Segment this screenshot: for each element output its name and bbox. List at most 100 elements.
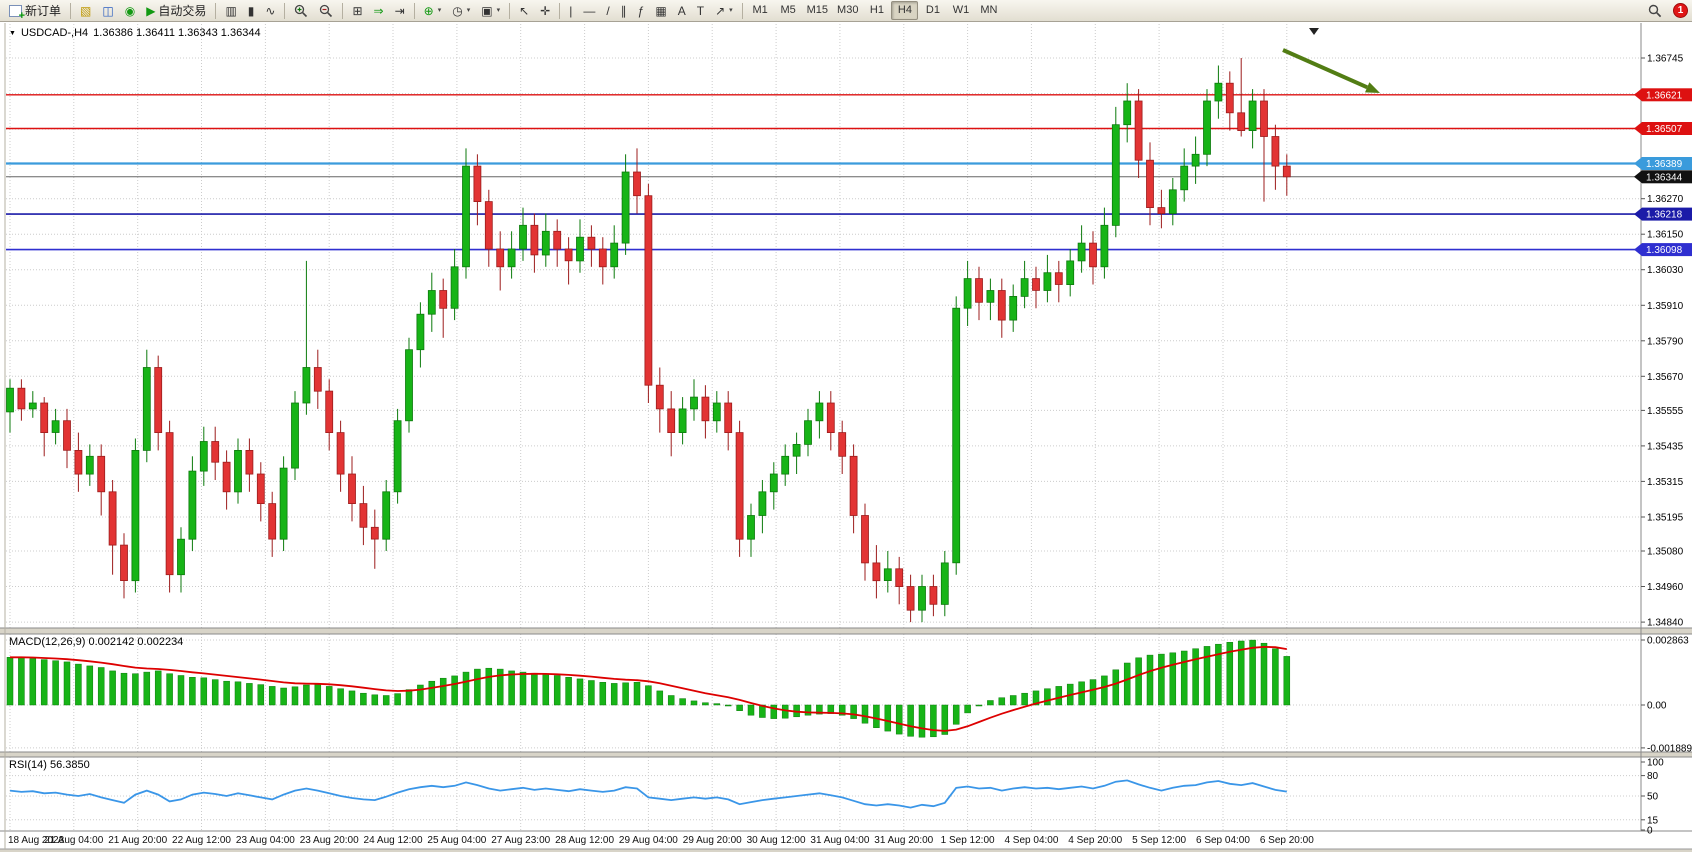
cursor-button[interactable]: ↖ (514, 1, 534, 20)
toolbar-separator (342, 2, 344, 19)
svg-text:50: 50 (1647, 792, 1659, 803)
macd-values: 0.002142 0.002234 (88, 636, 184, 648)
svg-text:1.36507: 1.36507 (1646, 124, 1683, 135)
toolbar-separator (509, 2, 511, 19)
time-axis[interactable]: 18 Aug 2023 21 Aug 04:00 21 Aug 20:00 22 Au… (0, 835, 1640, 850)
timeframe-h1-button[interactable]: H1 (863, 1, 890, 20)
toolbar-separator (413, 2, 415, 19)
timeframe-d1-button[interactable]: D1 (919, 1, 946, 20)
clock-icon: ◷ (452, 3, 463, 18)
market-watch-icon: ◉ (124, 3, 136, 18)
arrows-icon: ↗ (715, 3, 726, 18)
chart-title: ▼ USDCAD-,H4 1.36386 1.36411 1.36343 1.3… (9, 27, 261, 39)
chart-shift-marker[interactable] (1309, 28, 1319, 35)
macd-histogram (6, 639, 1291, 738)
new-order-label: 新订单 (25, 3, 62, 18)
svg-text:0.00: 0.00 (1647, 701, 1667, 712)
zoom-in-button[interactable] (289, 1, 313, 20)
svg-text:1.35910: 1.35910 (1647, 301, 1684, 312)
auto-trading-button[interactable]: ▶ 自动交易 (141, 1, 211, 20)
notification-badge[interactable]: 1 (1673, 3, 1688, 18)
chart-shift-button[interactable]: ⇥ (390, 1, 410, 20)
horizontal-lines[interactable] (6, 94, 1640, 251)
macd-signal-line (10, 645, 1287, 732)
time-label: 5 Sep 12:00 (1132, 835, 1187, 846)
chevron-down-icon: ▾ (466, 7, 471, 14)
toolbar-separator (70, 2, 72, 19)
search-button[interactable] (1643, 1, 1667, 20)
timeframe-m15-button[interactable]: M15 (803, 1, 832, 20)
horizontal-line-button[interactable]: — (578, 1, 600, 20)
time-label: 23 Aug 20:00 (299, 835, 359, 846)
time-label: 21 Aug 04:00 (44, 835, 104, 846)
time-label: 30 Aug 12:00 (746, 835, 806, 846)
svg-text:1.36030: 1.36030 (1647, 265, 1684, 276)
trend-arrow-annotation[interactable] (1282, 48, 1380, 93)
symbol-period-label: USDCAD-,H4 (20, 27, 89, 39)
new-order-button[interactable]: 新订单 (4, 1, 66, 22)
time-label: 31 Aug 04:00 (810, 835, 870, 846)
candle-chart-button[interactable]: ▮ (243, 1, 260, 20)
label-button[interactable]: T (692, 1, 709, 20)
channel-button[interactable]: ∥ (616, 1, 632, 20)
timeframe-h4-button[interactable]: H4 (891, 1, 919, 20)
shapes-icon: ▦ (655, 3, 667, 18)
toolbar-separator (284, 2, 286, 19)
macd-name: MACD(12,26,9) (9, 636, 86, 648)
chevron-down-icon: ▾ (437, 7, 442, 14)
time-label: 6 Sep 20:00 (1259, 835, 1314, 846)
chevron-down-icon: ▾ (729, 7, 733, 14)
profiles-button[interactable]: ◫ (97, 1, 118, 20)
time-label: 27 Aug 23:00 (491, 835, 551, 846)
tile-windows-button[interactable]: ⊞ (347, 1, 367, 20)
timeframe-m30-button[interactable]: M30 (833, 1, 862, 20)
vertical-line-button[interactable]: | (564, 1, 577, 20)
toolbar-separator (559, 2, 561, 19)
time-label: 29 Aug 20:00 (682, 835, 742, 846)
charts-button[interactable]: ▧ (75, 1, 96, 20)
text-button[interactable]: A (673, 1, 691, 20)
arrows-button[interactable]: ↗ ▾ (710, 1, 738, 20)
svg-text:1.36150: 1.36150 (1647, 230, 1684, 241)
svg-text:0.002863: 0.002863 (1647, 636, 1689, 647)
ohlc-values: 1.36386 1.36411 1.36343 1.36344 (93, 27, 261, 39)
timeframe-w1-button[interactable]: W1 (947, 1, 974, 20)
candle-chart-icon: ▮ (247, 3, 255, 18)
zoom-out-icon (320, 4, 333, 17)
timeframe-m1-button[interactable]: M1 (747, 1, 774, 20)
price-axis[interactable]: 1.36745 1.36270 1.36150 1.36030 1.35910 1.357… (1641, 54, 1692, 837)
svg-text:1.36098: 1.36098 (1646, 245, 1683, 256)
trendline-button[interactable]: / (601, 1, 614, 20)
rsi-value: 56.3850 (49, 759, 90, 771)
time-label: 18 Aug 2023 (8, 835, 65, 846)
timeframe-mn-button[interactable]: MN (975, 1, 1002, 20)
svg-text:0: 0 (1647, 826, 1653, 837)
auto-scroll-button[interactable]: ⇒ (369, 1, 389, 20)
line-chart-icon: ∿ (265, 3, 276, 18)
chart-dropdown-icon[interactable]: ▼ (9, 29, 16, 37)
indicators-button[interactable]: ⊕ ▾ (419, 1, 447, 20)
toolbar-separator (741, 2, 743, 19)
time-label: 25 Aug 04:00 (427, 835, 487, 846)
svg-text:1.36389: 1.36389 (1646, 159, 1683, 170)
macd-indicator-label: MACD(12,26,9) 0.002142 0.002234 (9, 636, 183, 648)
vertical-line-icon: | (569, 3, 573, 18)
charts-icon: ▧ (80, 3, 92, 18)
channel-icon: ∥ (620, 3, 627, 18)
svg-text:-0.001889: -0.001889 (1647, 743, 1692, 754)
time-label: 31 Aug 20:00 (874, 835, 934, 846)
bar-chart-button[interactable]: ▥ (220, 1, 241, 20)
templates-button[interactable]: ▣ ▾ (476, 1, 505, 20)
search-icon (1648, 4, 1662, 17)
shapes-button[interactable]: ▦ (650, 1, 671, 20)
line-chart-button[interactable]: ∿ (260, 1, 280, 20)
horizontal-line-icon: — (583, 3, 596, 18)
timeframe-m5-button[interactable]: M5 (775, 1, 802, 20)
periods-button[interactable]: ◷ ▾ (447, 1, 475, 20)
zoom-out-button[interactable] (314, 1, 338, 20)
price-tags: 1.36621 1.36507 1.36389 1.36344 1.36218 1.360… (1634, 88, 1692, 257)
market-watch-button[interactable]: ◉ (120, 1, 140, 20)
crosshair-button[interactable]: ✛ (535, 1, 555, 20)
fibonacci-button[interactable]: ƒ (633, 1, 650, 20)
